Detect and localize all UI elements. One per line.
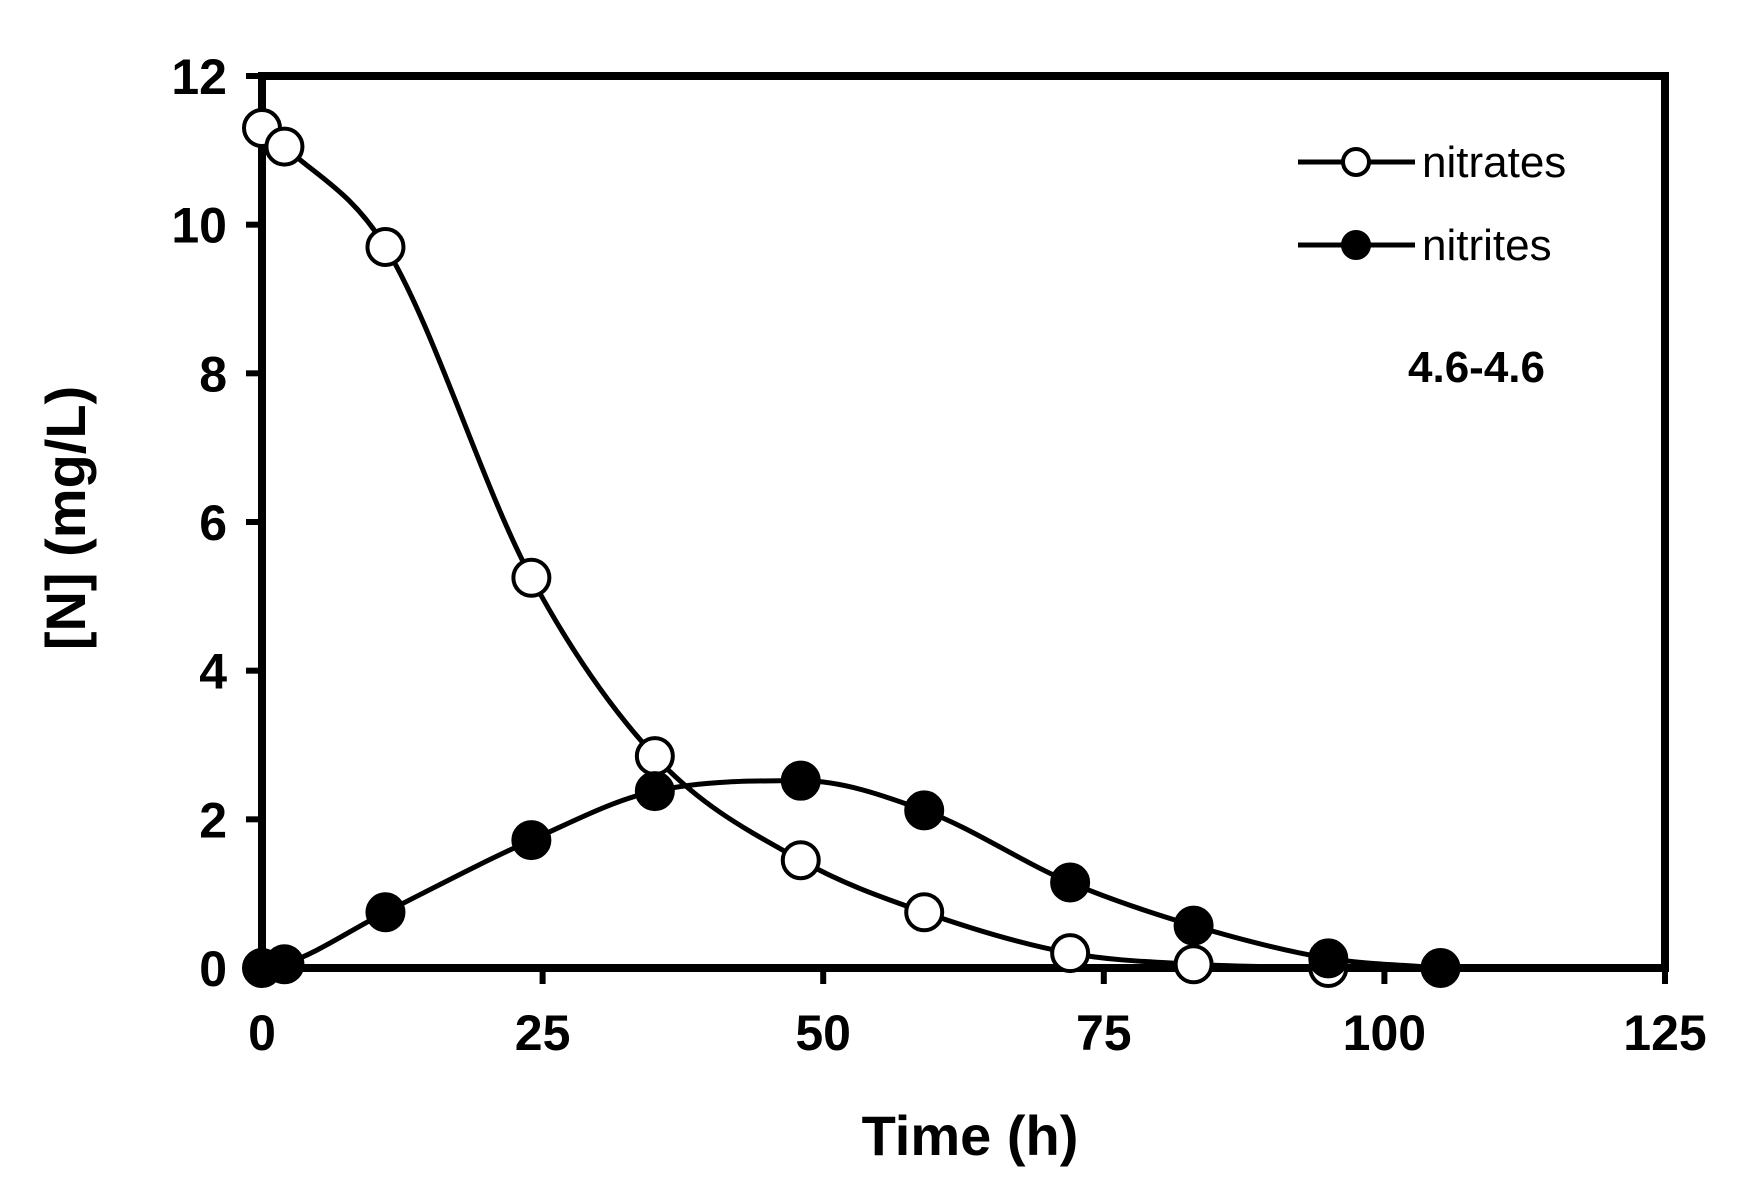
data-point-nitrates	[1050, 933, 1091, 974]
data-point-nitrites	[1050, 862, 1091, 903]
x-tick-label: 50	[795, 1005, 851, 1061]
data-point-nitrites	[634, 771, 675, 812]
plot-frame	[258, 72, 1669, 972]
data-point-nitrates	[264, 126, 305, 167]
data-point-nitrites	[365, 892, 406, 933]
legend-label-nitrites: nitrites	[1422, 221, 1552, 270]
y-tick-label: 2	[199, 792, 227, 848]
data-point-nitrites	[1308, 938, 1349, 979]
x-axis-label: Time (h)	[862, 1104, 1079, 1167]
x-tick-label: 100	[1343, 1005, 1426, 1061]
data-point-nitrites	[1173, 905, 1214, 946]
data-point-nitrites	[511, 820, 552, 861]
data-point-nitrites	[1420, 948, 1461, 988]
data-point-nitrates	[365, 226, 406, 267]
series-line-nitrites	[261, 778, 1441, 971]
data-point-nitrates	[1173, 944, 1214, 985]
y-tick-label: 6	[199, 495, 227, 551]
condition-annotation: 4.6-4.6	[1408, 343, 1545, 392]
data-point-nitrates	[780, 840, 821, 881]
series-markers	[242, 108, 1461, 988]
y-tick-label: 12	[171, 49, 227, 105]
y-axis-label: [N] (mg/L)	[34, 386, 97, 650]
y-tick-label: 8	[199, 346, 227, 402]
x-tick-label: 125	[1623, 1005, 1706, 1061]
legend: nitrates nitrites	[1298, 138, 1566, 270]
plot-area	[258, 72, 1669, 972]
y-tick-label: 4	[199, 644, 227, 700]
x-tick-label: 25	[515, 1005, 571, 1061]
x-tick-label: 0	[248, 1005, 276, 1061]
axis-ticks: 0 25 50 75 100 125 0 2 4 6 8 10 12	[171, 49, 1706, 1061]
data-point-nitrites	[780, 760, 821, 801]
y-tick-label: 0	[199, 941, 227, 997]
x-tick-label: 75	[1076, 1005, 1132, 1061]
data-point-nitrites	[904, 790, 945, 831]
data-point-nitrates	[904, 892, 945, 933]
legend-marker-nitrites	[1341, 230, 1371, 260]
data-point-nitrates	[634, 736, 675, 777]
legend-marker-nitrates	[1341, 147, 1371, 177]
data-point-nitrites	[264, 944, 305, 985]
legend-label-nitrates: nitrates	[1422, 138, 1566, 187]
series-lines	[260, 126, 1441, 971]
data-point-nitrates	[511, 557, 552, 598]
y-tick-label: 10	[171, 198, 227, 254]
